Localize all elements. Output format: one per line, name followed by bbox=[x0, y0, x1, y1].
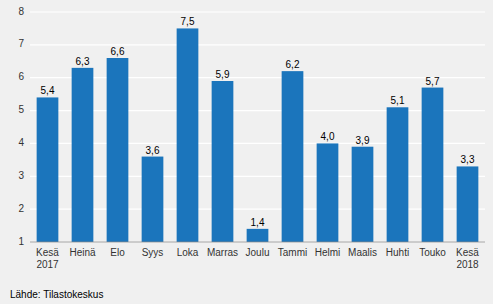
bar bbox=[142, 157, 164, 242]
y-tick-label: 4 bbox=[18, 137, 24, 148]
x-axis-line bbox=[30, 242, 485, 243]
data-label: 6,3 bbox=[76, 56, 90, 67]
data-label: 6,2 bbox=[286, 59, 300, 70]
data-label: 5,7 bbox=[426, 76, 440, 87]
data-label: 3,3 bbox=[461, 154, 475, 165]
bar bbox=[107, 58, 129, 242]
bars bbox=[37, 28, 479, 242]
x-tick-label: Kesä2018 bbox=[456, 247, 479, 270]
x-tick-label: Kesä2017 bbox=[36, 247, 59, 270]
grid-line bbox=[30, 209, 485, 210]
y-tick-label: 5 bbox=[18, 104, 24, 115]
grid bbox=[30, 12, 485, 242]
x-axis: Kesä2017 Heinä Elo Syys Loka Marras Joulu Tammi… bbox=[30, 242, 485, 270]
data-labels: 5,4 6,3 6,6 3,6 7,5 5,9 1,4 6,2 4,0 3,9 5,1 5,7 3,3 bbox=[41, 16, 475, 227]
x-tick-label: Marras bbox=[207, 247, 238, 258]
y-tick-label: 6 bbox=[18, 71, 24, 82]
bar bbox=[317, 143, 339, 242]
data-label: 1,4 bbox=[251, 217, 265, 228]
x-tick-label: Huhti bbox=[386, 247, 409, 258]
data-label: 6,6 bbox=[111, 46, 125, 57]
data-label: 5,4 bbox=[41, 85, 55, 96]
y-tick-label: 8 bbox=[18, 6, 24, 17]
data-label: 3,6 bbox=[146, 145, 160, 156]
grid-line bbox=[30, 176, 485, 177]
bar bbox=[282, 71, 304, 242]
x-tick-label: Helmi bbox=[315, 247, 341, 258]
y-tick-label: 3 bbox=[18, 170, 24, 181]
grid-line bbox=[30, 110, 485, 111]
data-label: 5,9 bbox=[216, 69, 230, 80]
bar bbox=[72, 68, 94, 242]
background bbox=[0, 0, 493, 304]
x-tick-label: Heinä bbox=[69, 247, 96, 258]
grid-line bbox=[30, 77, 485, 78]
x-tick-label: Touko bbox=[419, 247, 446, 258]
data-label: 3,9 bbox=[356, 135, 370, 146]
source-note: Lähde: Tilastokeskus bbox=[10, 289, 103, 300]
bar bbox=[37, 97, 59, 242]
bar bbox=[247, 229, 269, 242]
bar bbox=[212, 81, 234, 242]
x-tick-label: Elo bbox=[110, 247, 125, 258]
bar bbox=[422, 88, 444, 242]
chart: 123456785,46,36,63,67,55,91,46,24,03,95,… bbox=[0, 0, 493, 304]
chart-container: 123456785,46,36,63,67,55,91,46,24,03,95,… bbox=[0, 0, 493, 304]
grid-line bbox=[30, 11, 485, 12]
bar bbox=[177, 28, 199, 242]
x-tick-label: Loka bbox=[177, 247, 199, 258]
grid-line bbox=[30, 44, 485, 45]
x-tick-label: Maalis bbox=[348, 247, 377, 258]
x-tick-label: Joulu bbox=[246, 247, 270, 258]
y-axis: 1 2 3 4 5 6 7 8 bbox=[18, 6, 24, 247]
x-tick-label: Syys bbox=[142, 247, 164, 258]
grid-line bbox=[30, 143, 485, 144]
bar bbox=[387, 107, 409, 242]
y-tick-label: 1 bbox=[18, 236, 24, 247]
data-label: 4,0 bbox=[321, 131, 335, 142]
y-tick-label: 7 bbox=[18, 38, 24, 49]
bar bbox=[457, 166, 479, 242]
x-tick-label: Tammi bbox=[278, 247, 307, 258]
bar bbox=[352, 147, 374, 242]
data-label: 7,5 bbox=[181, 16, 195, 27]
y-tick-label: 2 bbox=[18, 203, 24, 214]
data-label: 5,1 bbox=[391, 95, 405, 106]
